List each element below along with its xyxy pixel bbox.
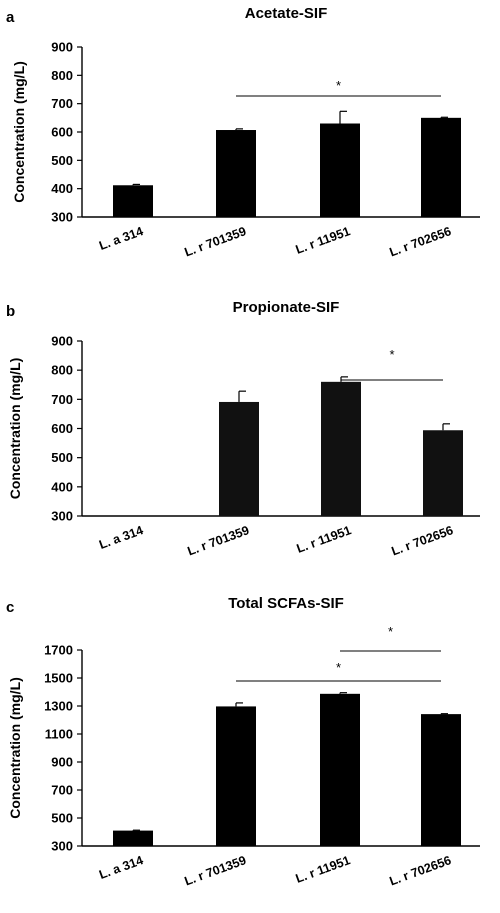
significance-star: * <box>336 660 341 675</box>
y-tick-label: 1500 <box>44 671 73 686</box>
bar <box>113 185 153 217</box>
y-axis-label: Concentration (mg/L) <box>7 677 23 819</box>
x-tick-label: L. a 314 <box>97 224 145 253</box>
chart-title: Acetate-SIF <box>245 5 328 22</box>
x-tick-label: L. r 702656 <box>390 523 456 558</box>
y-tick-label: 300 <box>51 839 73 854</box>
y-tick-label: 300 <box>51 210 73 225</box>
x-tick-label: L. r 11951 <box>294 853 352 886</box>
y-tick-label: 1700 <box>44 643 73 658</box>
x-tick-label: L. r 701359 <box>183 224 249 259</box>
y-tick-label: 500 <box>51 811 73 826</box>
panel-letter: b <box>6 303 15 320</box>
x-tick-label: L. r 701359 <box>183 853 249 888</box>
bar <box>113 830 153 846</box>
y-tick-label: 800 <box>51 68 73 83</box>
x-tick-label: L. a 314 <box>97 853 145 882</box>
bar <box>219 401 259 516</box>
y-tick-label: 500 <box>51 450 73 465</box>
significance-star: * <box>389 347 394 362</box>
y-tick-label: 900 <box>51 334 73 349</box>
bar <box>421 714 461 846</box>
bar <box>320 693 360 846</box>
y-tick-label: 600 <box>51 125 73 140</box>
y-axis-label: Concentration (mg/L) <box>11 61 27 203</box>
y-tick-label: 900 <box>51 40 73 55</box>
bar <box>216 706 256 846</box>
significance-star: * <box>336 78 341 93</box>
bar <box>216 130 256 217</box>
y-axis-label: Concentration (mg/L) <box>7 358 23 500</box>
bar <box>421 117 461 217</box>
x-tick-label: L. r 702656 <box>388 853 454 888</box>
significance-star: * <box>388 624 393 639</box>
y-tick-label: 500 <box>51 153 73 168</box>
y-tick-label: 600 <box>51 421 73 436</box>
y-tick-label: 700 <box>51 783 73 798</box>
bar <box>321 381 361 516</box>
bar <box>423 430 463 516</box>
x-tick-label: L. r 702656 <box>388 224 454 259</box>
y-tick-label: 900 <box>51 755 73 770</box>
panel-letter: a <box>6 9 15 26</box>
x-tick-label: L. r 11951 <box>295 523 353 556</box>
y-tick-label: 300 <box>51 509 73 524</box>
x-tick-label: L. r 701359 <box>186 523 252 558</box>
y-tick-label: 700 <box>51 392 73 407</box>
y-tick-label: 700 <box>51 96 73 111</box>
x-tick-label: L. r 11951 <box>294 224 352 257</box>
chart-title: Total SCFAs-SIF <box>228 595 344 612</box>
y-tick-label: 1300 <box>44 699 73 714</box>
y-tick-label: 1100 <box>45 727 73 742</box>
bar <box>320 123 360 217</box>
y-tick-label: 400 <box>51 479 73 494</box>
y-tick-label: 400 <box>51 181 73 196</box>
y-tick-label: 800 <box>51 363 73 378</box>
panel-letter: c <box>6 599 14 616</box>
chart-title: Propionate-SIF <box>233 299 340 316</box>
x-tick-label: L. a 314 <box>97 523 145 552</box>
